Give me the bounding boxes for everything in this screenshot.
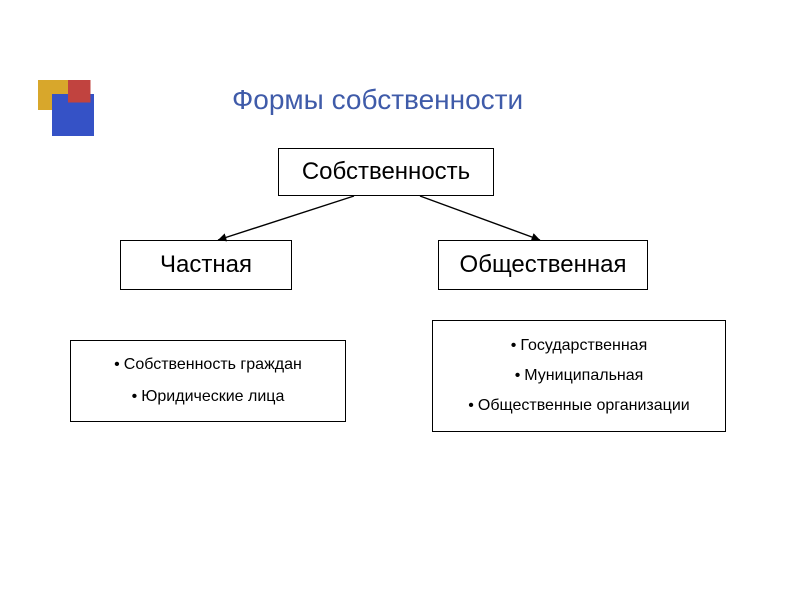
bullet-icon: • (132, 388, 138, 406)
list-item-label: Собственность граждан (124, 356, 302, 374)
list-item: •Общественные организации (433, 397, 725, 415)
diagram-title: Формы собственности (232, 84, 523, 116)
list-right: •Государственная•Муниципальная•Обществен… (432, 320, 726, 432)
slide-logo-icon (38, 80, 118, 160)
list-item-label: Муниципальная (524, 367, 643, 385)
bullet-icon: • (468, 397, 474, 415)
bullet-icon: • (114, 356, 120, 374)
list-item-label: Юридические лица (141, 388, 284, 406)
bullet-icon: • (511, 337, 517, 355)
list-item-label: Общественные организации (478, 397, 690, 415)
list-item: •Юридические лица (71, 388, 345, 406)
list-item: •Муниципальная (433, 367, 725, 385)
edge (218, 196, 354, 240)
node-right-label: Общественная (460, 251, 627, 279)
node-left: Частная (120, 240, 292, 290)
edge (420, 196, 540, 240)
list-item: •Государственная (433, 337, 725, 355)
node-left-label: Частная (160, 251, 252, 279)
node-root: Собственность (278, 148, 494, 196)
list-left: •Собственность граждан•Юридические лица (70, 340, 346, 422)
node-root-label: Собственность (302, 158, 470, 186)
list-item-label: Государственная (520, 337, 647, 355)
diagram-root: Формы собственности Собственность Частна… (0, 0, 800, 600)
bullet-icon: • (515, 367, 521, 385)
list-item: •Собственность граждан (71, 356, 345, 374)
node-right: Общественная (438, 240, 648, 290)
